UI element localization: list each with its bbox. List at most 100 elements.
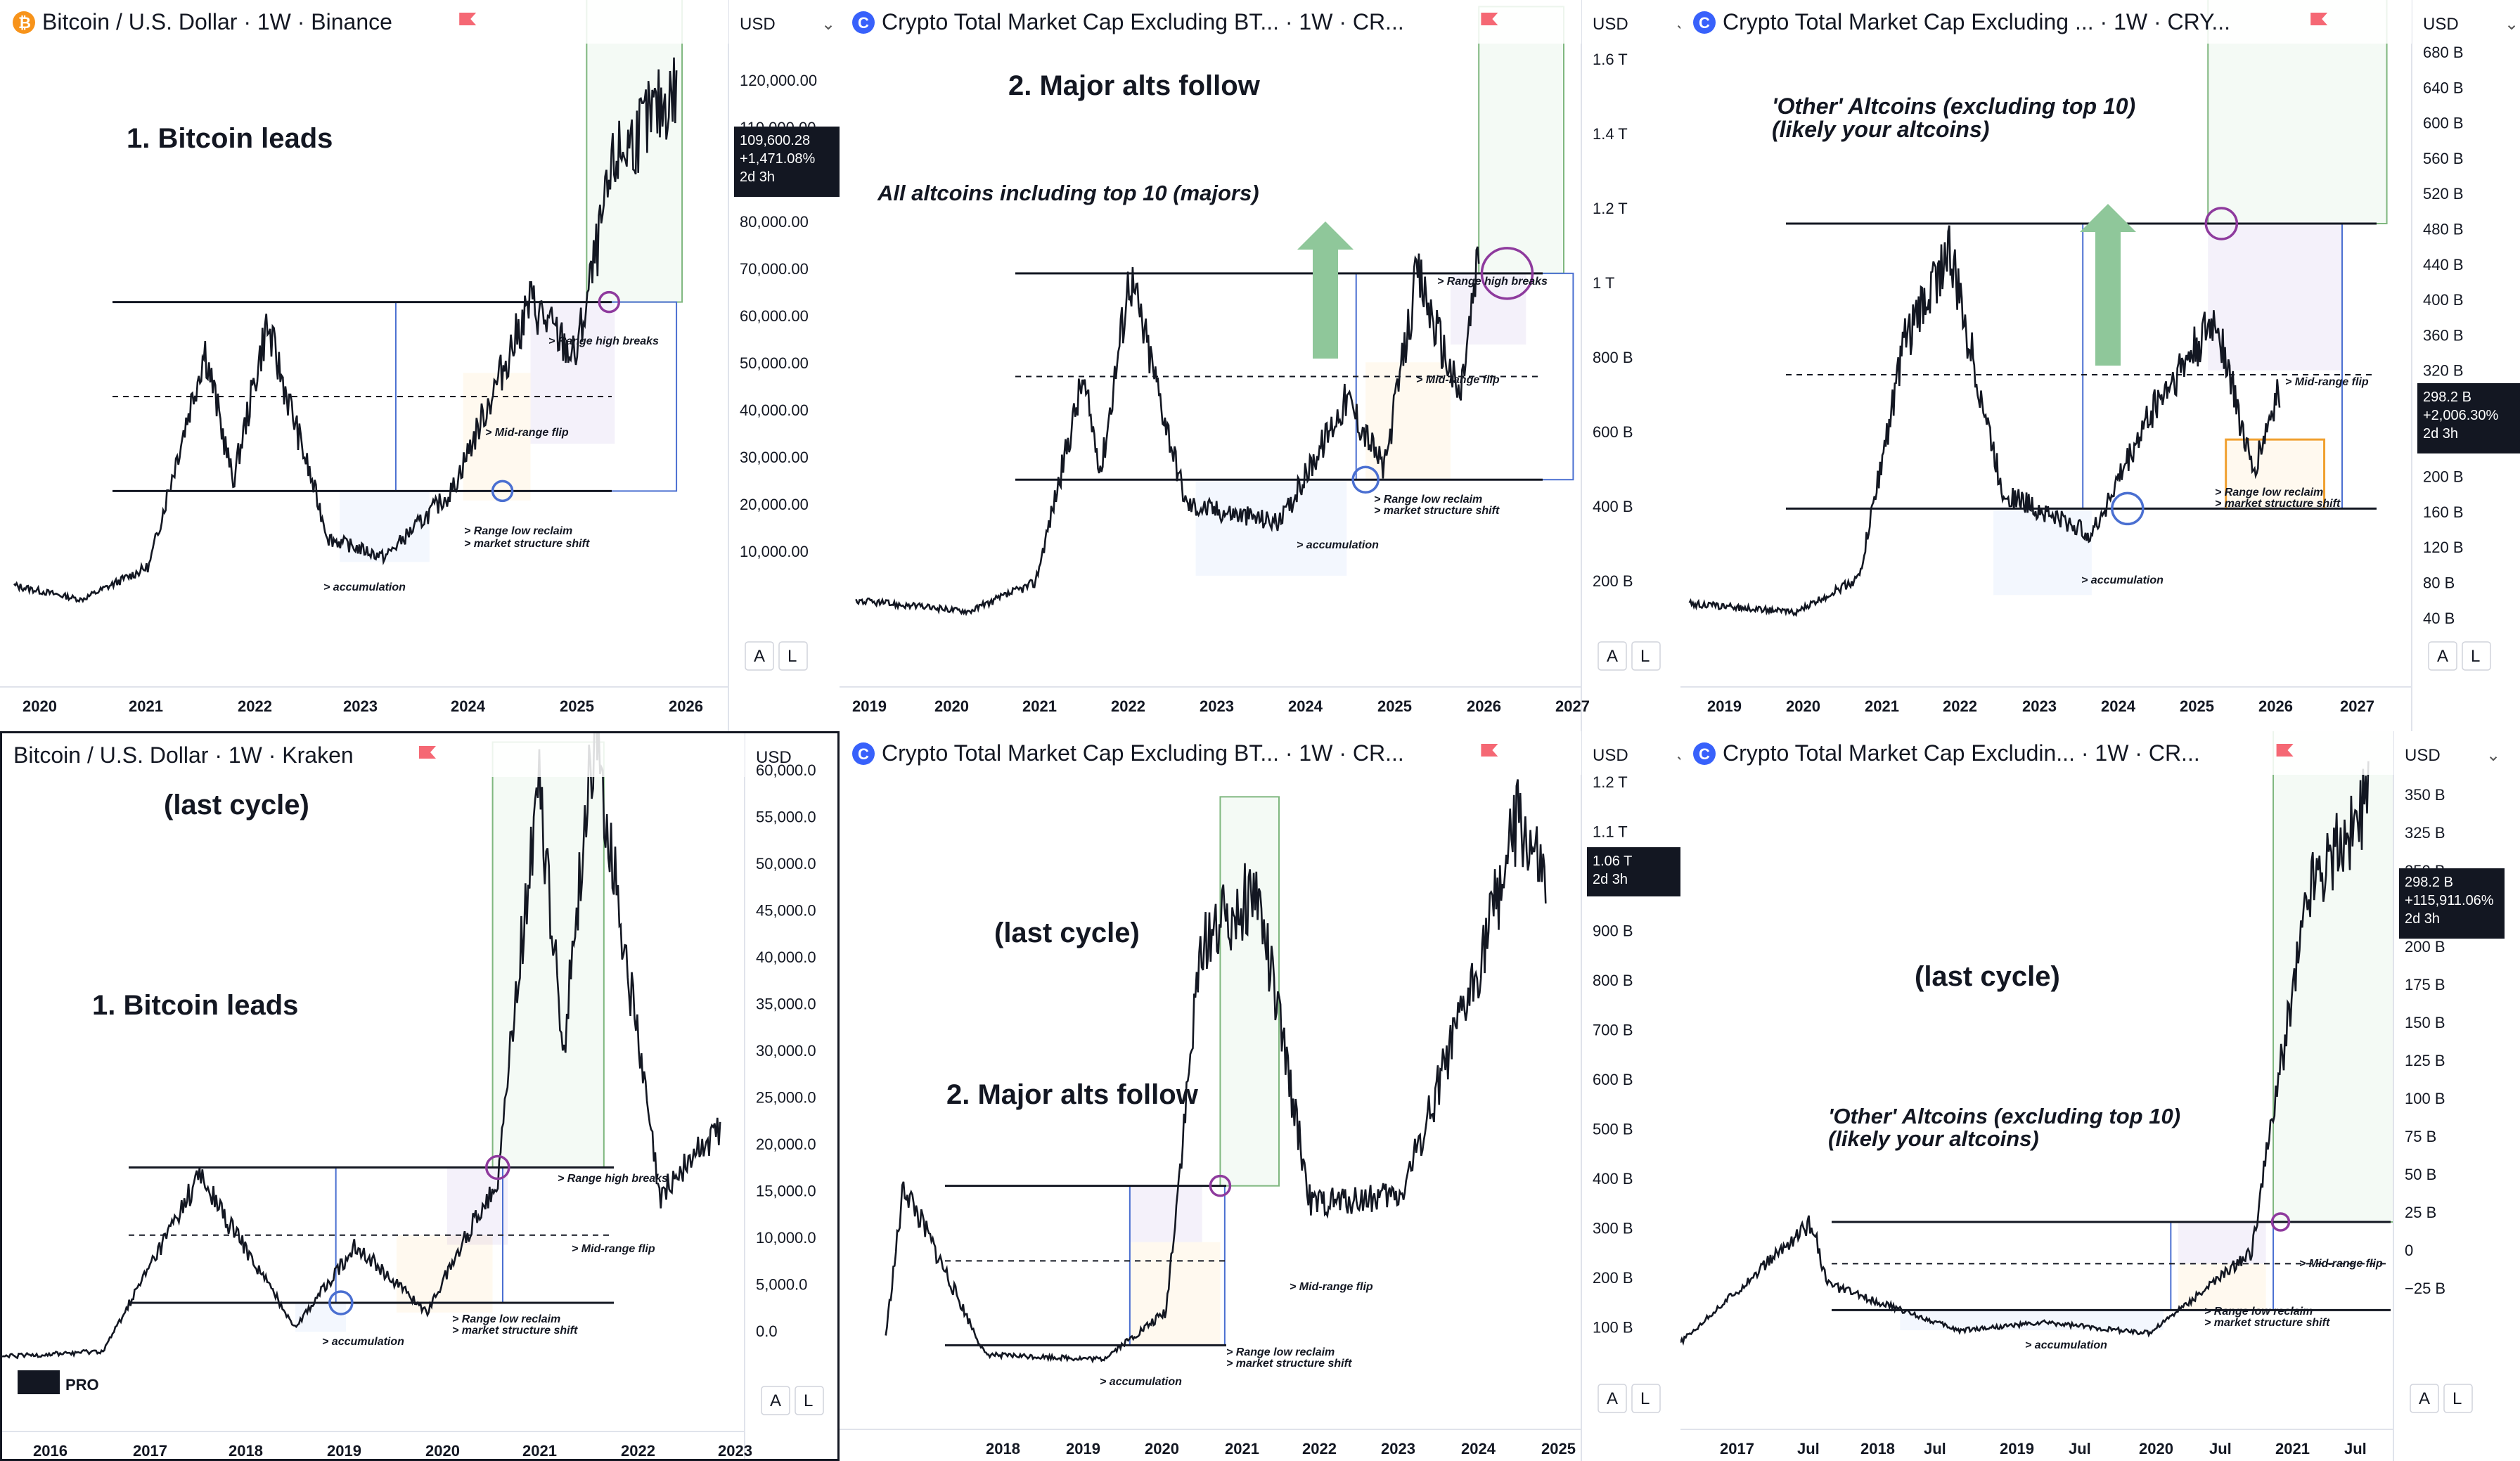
last-price-text: 2d 3h [2423,426,2458,442]
y-tick-label: 360 B [2423,326,2464,344]
y-tick-label: 320 B [2423,362,2464,380]
scale-button-label: L [2471,647,2480,666]
chart-panel[interactable]: (last cycle) 2. Major alts follow > Mid-ra… [840,731,1680,1461]
y-tick-label: 325 B [2405,824,2445,842]
y-tick-label: 60,000.0 [756,761,816,779]
chart-panel[interactable]: 'Other' Altcoins (excluding top 10) (like… [1680,0,2520,731]
x-tick-label: Jul [2344,1440,2367,1457]
price-axis-background [1582,0,1680,731]
crypto-icon-glyph: C [858,14,869,32]
currency-selector: USD [740,15,776,34]
markup-label-accum: > accumulation [323,581,406,593]
x-tick-label: 2023 [718,1442,752,1460]
chart-panel[interactable]: 1. Bitcoin leads > Range high breaks > Mid… [0,0,840,731]
markup-orange-zone [1365,362,1451,480]
breakout-arrow [1297,221,1354,359]
chevron-down-icon: ⌄ [1674,746,1680,765]
last-price-text: 298.2 B [2405,875,2453,890]
y-tick-label: 60,000.00 [740,307,809,325]
x-tick-label: Jul [2069,1440,2091,1457]
x-tick-label: 2027 [2340,697,2374,715]
y-tick-label: 30,000.0 [756,1042,816,1060]
y-tick-label: 1.2 T [1593,200,1628,217]
scale-button-l [2443,1384,2473,1413]
range-break-circle [485,1154,510,1180]
markup-accumulation-zone [295,1303,347,1332]
x-tick-label: 2024 [451,697,486,715]
x-tick-label: 2021 [129,697,163,715]
x-tick-label: 2021 [2275,1440,2310,1457]
x-tick-label: 2024 [2101,697,2136,715]
y-tick-label: 200 B [2405,938,2445,955]
markup-accumulation-zone [340,491,430,562]
symbol-title: Crypto Total Market Cap Excludin... · 1W… [1723,740,2200,766]
markup-label-range_high: > Range high breaks [548,335,659,347]
markup-label-low2: > market structure shift [1226,1358,1352,1370]
scale-button-a [2410,1384,2439,1413]
markup-label-low2: > market structure shift [1374,505,1500,517]
scale-button-a [2428,641,2457,671]
x-tick-label: 2023 [1200,697,1234,715]
x-tick-label: 2017 [133,1442,167,1460]
title-bar [840,731,1581,775]
y-tick-label: 900 B [1593,922,1633,940]
chart-panel[interactable]: 2. Major alts follow All altcoins includi… [840,0,1680,731]
crypto-icon [1693,11,1716,34]
annotation-text: (last cycle) [994,918,1140,948]
markup-label-range_high: > Range high breaks [558,1173,668,1185]
chart-svg: (last cycle) 1. Bitcoin leads > Range high… [2,733,837,1460]
y-tick-label: 50 B [2405,1166,2436,1183]
chart-panel[interactable]: (last cycle) 1. Bitcoin leads > Range high… [0,731,840,1461]
x-tick-label: 2026 [2258,697,2293,715]
annotation-text: (likely your altcoins) [1828,1126,2039,1151]
y-tick-label: 680 B [2423,44,2464,61]
crypto-icon [852,11,875,34]
y-tick-label: 10,000.0 [756,1229,816,1247]
annotation-text: All altcoins including top 10 (majors) [877,181,1259,205]
markup-label-low2: > market structure shift [464,538,590,550]
x-tick-label: 2021 [522,1442,557,1460]
annotation-text: 'Other' Altcoins (excluding top 10) [1772,94,2135,119]
symbol-title: Crypto Total Market Cap Excluding ... · … [1723,9,2230,34]
y-tick-label: 50,000.00 [740,354,809,372]
annotation-text: 2. Major alts follow [1008,70,1261,101]
chevron-down-icon: ⌄ [1674,15,1680,34]
scale-button-a [1598,1384,1627,1413]
scale-button-label: L [1640,1389,1650,1408]
y-tick-label: 1.2 T [1593,773,1628,791]
crypto-icon [1693,742,1716,765]
y-tick-label: 350 B [2405,786,2445,804]
y-tick-label: 50,000.0 [756,855,816,873]
markup-purple-zone [1450,273,1526,345]
y-tick-label: 300 B [1593,1220,1633,1237]
y-tick-label: −25 B [2405,1280,2445,1297]
markup-green-zone [1219,796,1280,1187]
chevron-down-icon: ⌄ [821,15,835,34]
x-tick-label: 2021 [1022,697,1057,715]
markup-label-mid: > Mid-range flip [2285,376,2369,388]
chart-panel[interactable]: (last cycle) 'Other' Altcoins (excluding … [1680,731,2520,1461]
x-tick-label: 2020 [425,1442,460,1460]
scale-button-label: A [1607,647,1618,666]
price-series-line [885,779,1547,1364]
markup-label-low1: > Range low reclaim [464,525,572,537]
range-break-circle [1209,1174,1232,1197]
markup-purple-zone [530,302,615,444]
markup-accumulation-zone [1900,1310,2164,1330]
x-tick-label: Jul [2209,1440,2232,1457]
chart-svg: 1. Bitcoin leads > Range high breaks > Mid… [0,0,840,731]
x-tick-label: 2026 [1467,697,1501,715]
x-tick-label: 2016 [33,1442,68,1460]
title-bar [0,0,728,44]
range-break-circle [2270,1212,2291,1232]
y-tick-label: 0 [2405,1242,2413,1259]
chart-svg: (last cycle) 'Other' Altcoins (excluding … [1680,731,2520,1461]
scale-button-l [1631,1384,1661,1413]
y-tick-label: 30,000.00 [740,449,809,466]
scale-button-l [1631,641,1661,671]
markup-label-mid: > Mid-range flip [1290,1281,1373,1293]
scale-button-label: A [2419,1389,2430,1408]
markup-purple-zone [1129,1185,1202,1242]
y-tick-label: 20,000.0 [756,1135,816,1153]
x-tick-label: 2020 [22,697,57,715]
